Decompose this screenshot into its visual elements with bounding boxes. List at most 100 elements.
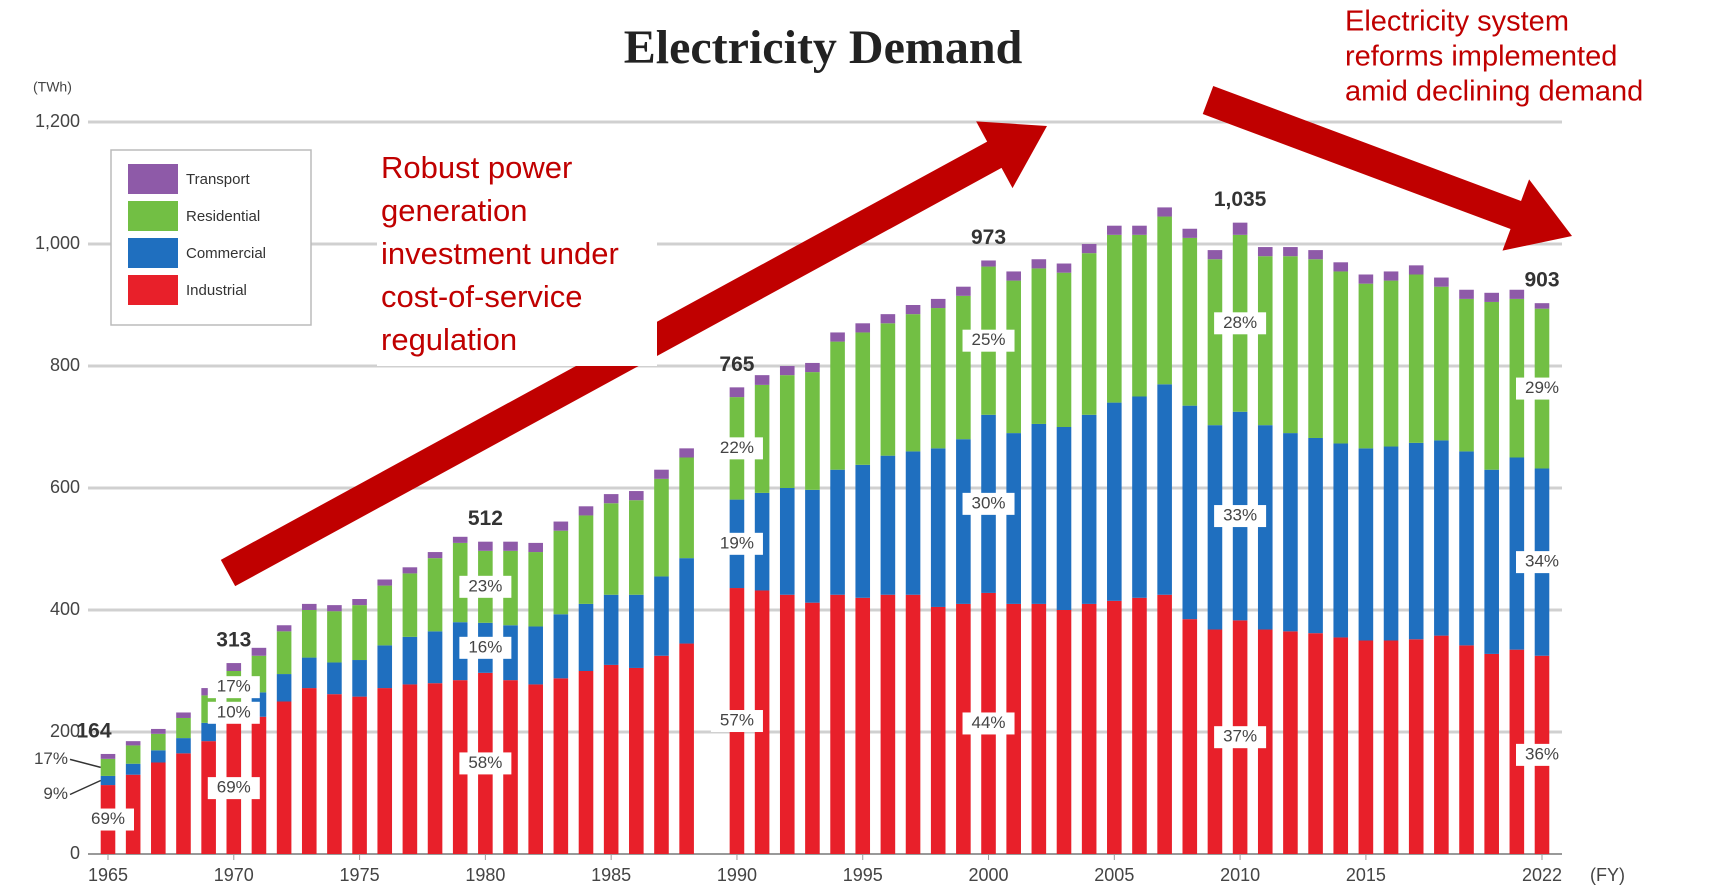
share-label-bg <box>207 777 260 800</box>
annotation: amid declining demand <box>1345 76 1643 108</box>
bar-segment <box>276 701 292 854</box>
bar-segment <box>1484 469 1499 654</box>
total-label: 164 <box>76 720 111 743</box>
bar-segment <box>855 323 871 333</box>
bar-segment <box>629 667 644 854</box>
bar-segment <box>553 614 569 679</box>
bar-segment <box>1383 446 1399 641</box>
legend-swatch <box>128 238 178 268</box>
bar-segment <box>805 489 820 603</box>
x-unit: (FY) <box>1590 865 1625 885</box>
bar-segment <box>125 763 141 775</box>
annotation: cost-of-service <box>381 279 583 314</box>
bar-segment <box>201 722 216 742</box>
bar-segment <box>578 506 594 516</box>
bar-segment <box>1333 271 1349 444</box>
bar-segment <box>830 594 845 854</box>
bar-segment <box>1358 448 1374 641</box>
y-tick-label: 1,200 <box>35 111 80 131</box>
bar-segment <box>151 728 166 734</box>
x-tick-label: 2022 <box>1522 865 1562 885</box>
bar-segment <box>327 694 342 854</box>
share-label-bg <box>1516 743 1568 766</box>
bar-segment <box>1107 225 1122 235</box>
share-label: 44% <box>972 713 1006 732</box>
x-tick-label: 1970 <box>214 865 254 885</box>
bar-segment <box>402 636 418 685</box>
bar-segment <box>805 362 820 373</box>
share-label-bg <box>1516 377 1568 400</box>
y-tick-label: 400 <box>50 599 80 619</box>
bar-segment <box>905 451 921 595</box>
bar-segment <box>1006 433 1021 604</box>
bar-segment <box>176 717 191 739</box>
share-label: 23% <box>468 576 502 595</box>
bar-segment <box>1408 442 1424 640</box>
bar-segment <box>151 762 166 854</box>
bar-segment <box>301 610 317 658</box>
bar-segment <box>1081 603 1097 854</box>
bar-segment <box>1484 301 1499 470</box>
bar-segment <box>779 375 795 488</box>
bar-segment <box>578 515 594 604</box>
bar-segment <box>830 332 845 342</box>
bar-segment <box>1157 594 1172 854</box>
share-label: 22% <box>720 438 754 457</box>
bar-segment <box>151 733 166 751</box>
bar-segment <box>503 541 518 551</box>
bar-segment <box>1081 244 1097 254</box>
bar-segment <box>1182 405 1198 620</box>
bar-segment <box>603 594 619 665</box>
legend-label: Residential <box>186 208 260 225</box>
bar-segment <box>779 488 795 595</box>
bar-segment <box>1157 216 1172 385</box>
bar-segment <box>1107 234 1122 403</box>
bar-segment <box>301 688 317 854</box>
chart-title: Electricity Demand <box>624 21 1023 74</box>
total-label: 903 <box>1524 269 1559 292</box>
grid: 0 200 400 600 800 1,000 1,200 1965 1970 1975 1980 1… <box>35 111 1562 885</box>
bar-segment <box>1107 402 1122 601</box>
share-label-bg <box>710 710 763 733</box>
bar-segment <box>754 375 770 385</box>
bar-segment <box>779 366 795 376</box>
legend-label: Industrial <box>186 282 247 299</box>
bar-segment <box>981 260 996 267</box>
x-tick-label: 2000 <box>969 865 1009 885</box>
bar-segment <box>1081 253 1097 415</box>
bar-segment <box>226 663 242 671</box>
share-label-bg <box>459 636 512 659</box>
bar-segment <box>352 599 367 606</box>
bar-segment <box>855 464 871 598</box>
total-label: 1,035 <box>1214 188 1267 211</box>
bar-segment <box>327 611 342 663</box>
bar-segment <box>1132 234 1147 397</box>
bar-segment <box>654 469 669 479</box>
bar-segment <box>1132 225 1147 235</box>
bar-segment <box>1207 425 1223 630</box>
bar-segment <box>1283 433 1298 632</box>
bar-segment <box>779 594 795 854</box>
total-label: 973 <box>971 226 1006 249</box>
bar-segment <box>905 594 921 854</box>
share-label: 34% <box>1525 552 1559 571</box>
bar-segment <box>402 684 418 854</box>
bar-segment <box>729 387 745 398</box>
bar-segment <box>1056 427 1072 610</box>
bar-segment <box>805 602 820 854</box>
total-label: 313 <box>216 629 251 652</box>
arrow <box>1202 85 1572 251</box>
share-label: 25% <box>972 330 1006 349</box>
bar-segment <box>629 500 644 595</box>
share-label-bg <box>962 712 1015 735</box>
y-unit: (TWh) <box>33 79 72 95</box>
bar-segment <box>1031 259 1047 269</box>
bar-segment <box>1056 263 1072 273</box>
bar-segment <box>402 567 418 574</box>
bar-segment <box>1434 635 1449 854</box>
bar-segment <box>1333 637 1349 854</box>
share-label: 17% <box>217 677 251 696</box>
share-label-bg <box>459 575 512 598</box>
legend-label: Commercial <box>186 245 266 262</box>
